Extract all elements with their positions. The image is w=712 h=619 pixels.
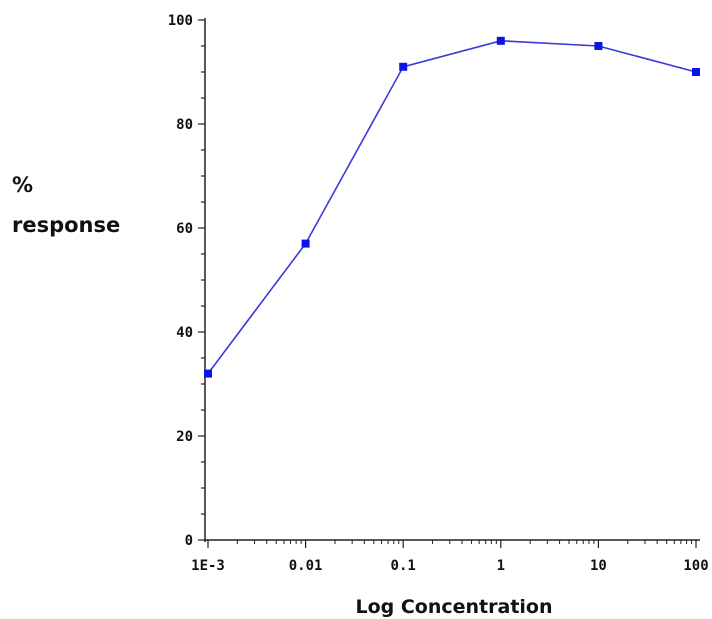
data-point-marker	[399, 62, 408, 71]
y-tick-label: 20	[176, 429, 193, 445]
data-point-marker	[594, 42, 603, 50]
x-tick-label: 1E-3	[191, 558, 225, 574]
x-axis-title: Log Concentration	[355, 596, 552, 618]
y-tick-label: 60	[176, 221, 193, 237]
data-point-marker	[496, 36, 505, 45]
y-tick-label: 40	[176, 325, 193, 341]
x-tick-label: 1	[497, 558, 505, 574]
data-point-marker	[692, 68, 700, 76]
x-tick-label: 100	[683, 558, 708, 574]
y-axis-title-line2: response	[12, 213, 120, 237]
y-tick-label: 80	[176, 117, 193, 133]
y-axis-title-line1: %	[12, 173, 33, 197]
data-point-marker	[204, 369, 212, 378]
series-line	[204, 36, 700, 378]
x-tick-label: 0.1	[391, 558, 416, 574]
y-tick-label: 0	[185, 533, 193, 549]
x-tick-label: 0.01	[289, 558, 323, 574]
y-tick-label: 100	[168, 13, 193, 29]
axes: 0 20 40 60 80 100 1E-3 0.01 0.1 1 10 100	[168, 13, 709, 574]
series-polyline	[207, 39, 697, 375]
data-point-marker	[301, 239, 310, 248]
x-tick-label: 10	[590, 558, 607, 574]
